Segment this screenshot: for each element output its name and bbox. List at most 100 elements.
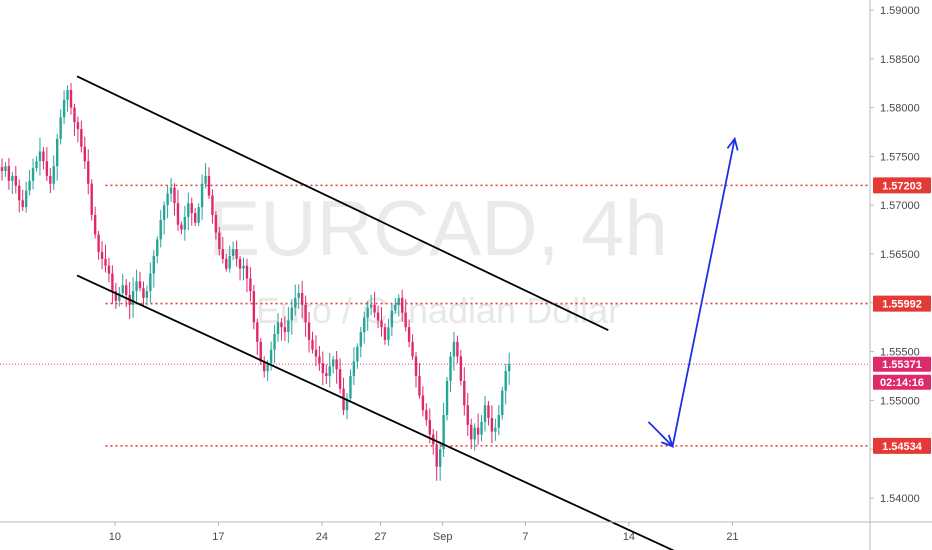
- channel-layer: [76, 75, 675, 550]
- time-tick-label: 27: [374, 531, 386, 543]
- candle-body: [21, 200, 24, 208]
- candle-body: [4, 166, 7, 172]
- candle-body: [114, 291, 118, 301]
- candle-body: [100, 252, 104, 259]
- candle-body: [314, 349, 318, 357]
- price-tick-label: 1.54000: [880, 493, 920, 505]
- candle-body: [211, 195, 214, 215]
- candle-body: [11, 175, 14, 181]
- candle-body: [173, 187, 176, 204]
- candle-body: [7, 166, 11, 181]
- candle-body: [428, 419, 431, 435]
- candle-body: [35, 161, 38, 169]
- time-tick-label: 14: [623, 531, 635, 543]
- current-price-badge-bg: [873, 356, 931, 372]
- candle-body: [321, 363, 325, 374]
- candle-body: [435, 444, 438, 467]
- candle-body: [152, 255, 155, 274]
- candle-body: [300, 293, 304, 305]
- candle-body: [376, 312, 380, 321]
- watermark-symbol: EURCAD, 4h: [208, 184, 667, 272]
- candle-body: [31, 168, 35, 181]
- candle-body: [456, 341, 459, 357]
- candle-body: [159, 219, 162, 240]
- candle-body: [131, 291, 135, 305]
- candle-body: [476, 427, 480, 435]
- candle-body: [66, 90, 69, 100]
- candle-body: [411, 341, 414, 357]
- candle-body: [356, 346, 359, 362]
- candle-body: [204, 175, 207, 184]
- candle-body: [473, 427, 476, 440]
- candle-body: [366, 307, 369, 318]
- candle-body: [414, 356, 418, 376]
- candle-body: [269, 349, 273, 364]
- candle-body: [73, 107, 76, 123]
- candle-body: [90, 183, 93, 215]
- candle-body: [190, 203, 193, 214]
- candle-body: [369, 304, 373, 308]
- candle-body: [421, 395, 425, 411]
- candle-body: [273, 334, 276, 350]
- candle-body: [276, 322, 280, 335]
- candle-body: [407, 327, 411, 342]
- projection-layer: [647, 136, 739, 449]
- candle-body: [318, 356, 321, 364]
- candle-body: [394, 304, 397, 311]
- level-price-badge-bg: [873, 295, 931, 312]
- candle-body: [438, 449, 442, 467]
- price-tick-label: 1.56500: [880, 249, 920, 261]
- candle-body: [266, 363, 269, 372]
- candle-body: [397, 297, 400, 305]
- candle-body: [245, 265, 249, 279]
- candle-body: [256, 322, 259, 342]
- candle-body: [425, 410, 428, 420]
- candle-body: [490, 417, 494, 432]
- candle-body: [14, 175, 17, 186]
- candle-body: [104, 258, 107, 266]
- candle-body: [501, 390, 504, 416]
- candle-body: [62, 99, 66, 118]
- candle-body: [359, 332, 362, 347]
- candle-body: [135, 281, 138, 292]
- candle-body: [24, 190, 28, 208]
- candle-body: [194, 213, 197, 223]
- candle-body: [183, 216, 187, 230]
- candle-body: [169, 187, 173, 194]
- candle-body: [280, 322, 283, 328]
- candle-body: [59, 117, 62, 139]
- time-tick-label: 21: [726, 531, 738, 543]
- candle-body: [328, 366, 331, 376]
- candle-body: [225, 258, 228, 269]
- candle-body: [373, 304, 376, 313]
- price-tick-label: 1.58500: [880, 54, 920, 66]
- candle-body: [404, 312, 407, 328]
- candle-body: [390, 310, 394, 328]
- candle-body: [442, 415, 445, 450]
- candle-body: [207, 175, 211, 196]
- candle-body: [42, 151, 45, 162]
- candle-body: [45, 161, 49, 176]
- candle-body: [311, 339, 314, 350]
- level-price-badge: 1.55992: [882, 299, 922, 311]
- candle-body: [307, 322, 311, 340]
- candle-body: [335, 359, 338, 370]
- candle-body: [494, 427, 497, 432]
- candle-body: [111, 273, 114, 292]
- candle-body: [138, 281, 142, 289]
- candle-body: [76, 122, 80, 130]
- watermark: EURCAD, 4h Euro / Canadian Dollar: [208, 184, 667, 331]
- candle-body: [380, 320, 383, 328]
- candle-body: [401, 297, 404, 313]
- candle-body: [263, 361, 266, 372]
- candle-body: [449, 356, 452, 381]
- candle-body: [166, 193, 169, 206]
- candle-body: [470, 424, 473, 440]
- candle-body: [387, 327, 390, 340]
- candle-body: [121, 285, 124, 294]
- candle-body: [228, 255, 231, 269]
- candle-body: [287, 320, 290, 333]
